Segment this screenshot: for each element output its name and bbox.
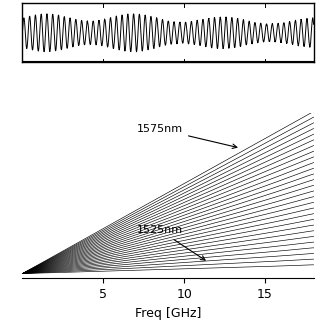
Text: 1525nm: 1525nm [137,225,205,260]
Text: 1575nm: 1575nm [137,124,237,148]
X-axis label: Freq [GHz]: Freq [GHz] [135,307,201,320]
